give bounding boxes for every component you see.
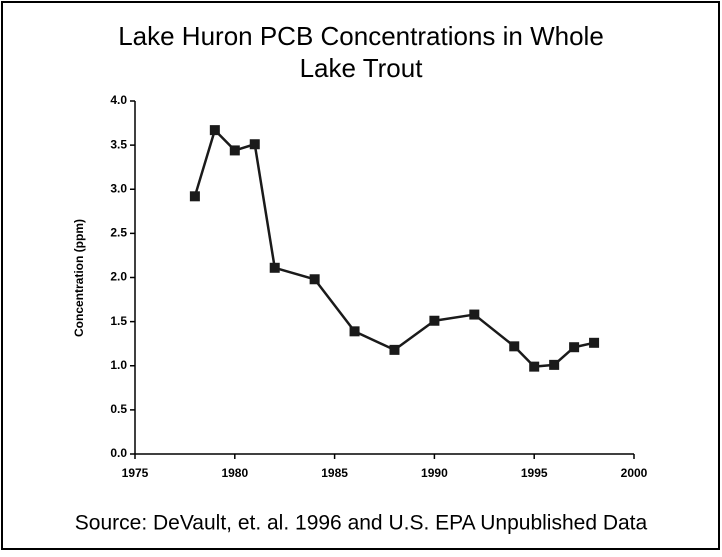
x-tick-label: 1975 [122, 466, 149, 480]
marker [229, 145, 240, 156]
marker [189, 191, 200, 202]
marker [469, 309, 480, 320]
marker [389, 344, 400, 355]
x-tick-label: 1980 [221, 466, 248, 480]
marker [569, 342, 580, 353]
x-tick-label: 1990 [421, 466, 448, 480]
y-tick-label: 3.5 [110, 137, 127, 151]
y-axis-label: Concentration (ppm) [72, 219, 86, 337]
y-tick-label: 0.0 [110, 446, 127, 460]
marker [209, 125, 220, 136]
x-tick-label: 2000 [621, 466, 648, 480]
x-tick-label: 1985 [321, 466, 348, 480]
chart-title: Lake Trout [300, 53, 424, 83]
marker [549, 359, 560, 370]
marker [269, 262, 280, 273]
marker [249, 139, 260, 150]
y-tick-label: 2.0 [110, 270, 127, 284]
y-tick-label: 1.5 [110, 314, 127, 328]
marker [529, 361, 540, 372]
y-tick-label: 1.0 [110, 358, 127, 372]
source-note: Source: DeVault, et. al. 1996 and U.S. E… [75, 512, 648, 535]
chart-title: Lake Huron PCB Concentrations in Whole [118, 21, 604, 51]
x-tick-label: 1995 [521, 466, 548, 480]
marker [309, 274, 320, 285]
marker [509, 341, 520, 352]
marker [349, 326, 360, 337]
y-tick-label: 3.0 [110, 181, 127, 195]
marker [589, 337, 600, 348]
marker [429, 315, 440, 326]
y-tick-label: 2.5 [110, 226, 127, 240]
y-tick-label: 0.5 [110, 402, 127, 416]
y-tick-label: 4.0 [110, 93, 127, 107]
